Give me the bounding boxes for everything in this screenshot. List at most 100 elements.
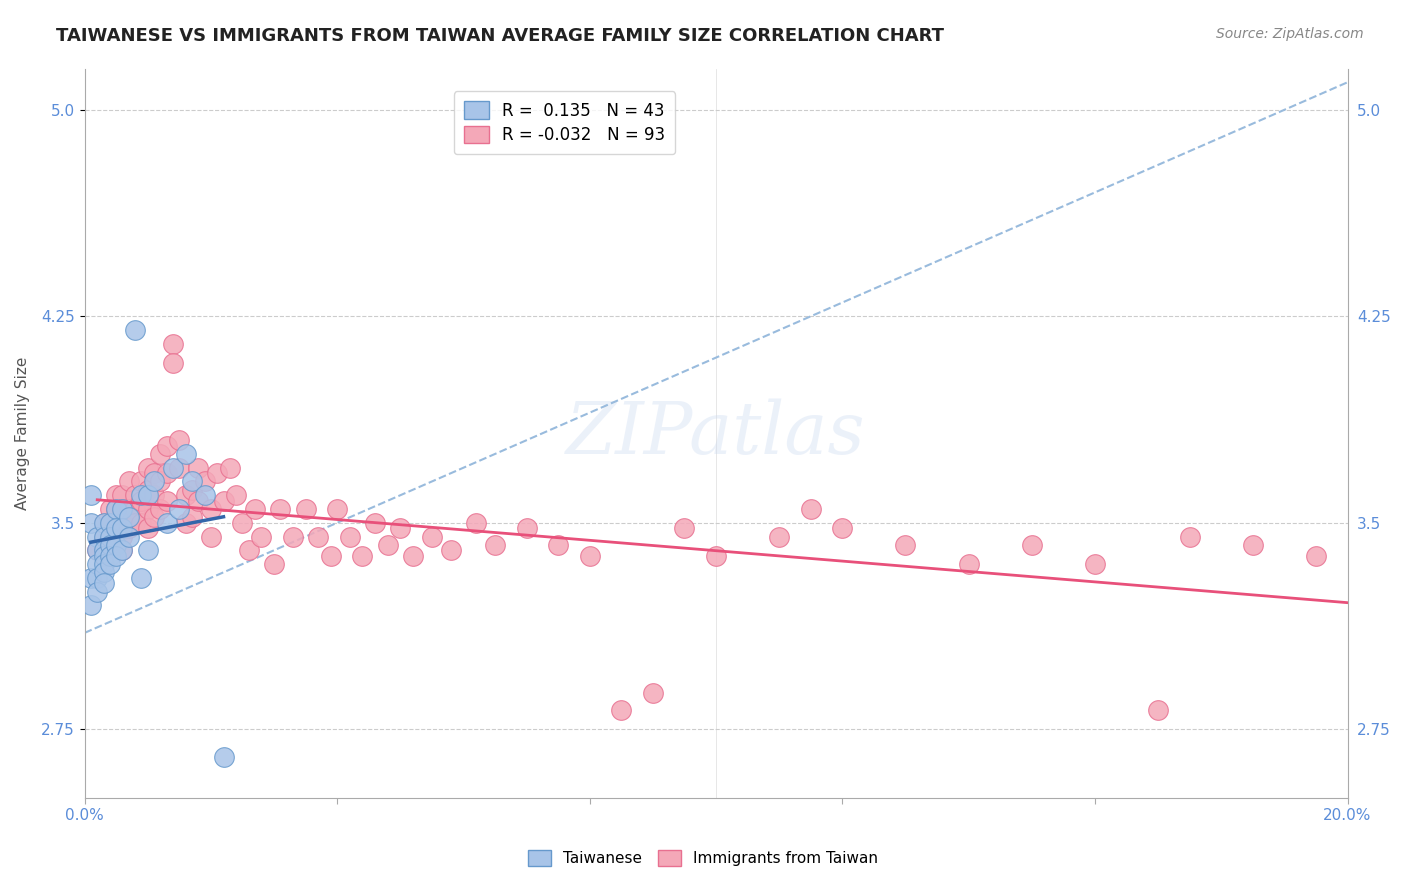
Point <box>105 521 128 535</box>
Point <box>894 538 917 552</box>
Point <box>86 557 108 571</box>
Point <box>377 538 399 552</box>
Text: TAIWANESE VS IMMIGRANTS FROM TAIWAN AVERAGE FAMILY SIZE CORRELATION CHART: TAIWANESE VS IMMIGRANTS FROM TAIWAN AVER… <box>56 27 945 45</box>
Point <box>1178 529 1201 543</box>
Legend: Taiwanese, Immigrants from Taiwan: Taiwanese, Immigrants from Taiwan <box>519 841 887 875</box>
Point <box>80 599 103 613</box>
Point <box>86 584 108 599</box>
Point <box>86 571 108 585</box>
Point <box>124 516 146 530</box>
Point <box>143 467 166 481</box>
Point <box>162 336 184 351</box>
Point <box>131 516 153 530</box>
Text: ZIPatlas: ZIPatlas <box>567 398 866 468</box>
Point <box>641 686 664 700</box>
Point <box>93 566 115 580</box>
Point <box>93 516 115 530</box>
Point <box>212 749 235 764</box>
Point <box>136 488 159 502</box>
Point <box>111 488 134 502</box>
Point <box>131 571 153 585</box>
Point <box>80 571 103 585</box>
Point <box>105 502 128 516</box>
Point <box>136 483 159 497</box>
Point <box>200 502 222 516</box>
Point <box>238 543 260 558</box>
Point <box>149 475 172 489</box>
Point <box>105 488 128 502</box>
Point <box>124 323 146 337</box>
Point <box>200 529 222 543</box>
Text: Source: ZipAtlas.com: Source: ZipAtlas.com <box>1216 27 1364 41</box>
Point <box>957 557 980 571</box>
Point <box>212 493 235 508</box>
Point <box>420 529 443 543</box>
Point <box>98 529 121 543</box>
Point <box>98 516 121 530</box>
Point <box>205 467 228 481</box>
Point <box>105 516 128 530</box>
Point <box>193 475 215 489</box>
Point <box>80 516 103 530</box>
Point <box>105 529 128 543</box>
Point <box>124 502 146 516</box>
Point <box>307 529 329 543</box>
Point <box>187 460 209 475</box>
Point <box>243 502 266 516</box>
Point <box>93 516 115 530</box>
Point <box>143 488 166 502</box>
Point <box>118 529 141 543</box>
Point <box>93 529 115 543</box>
Point <box>118 502 141 516</box>
Point <box>98 549 121 563</box>
Point <box>768 529 790 543</box>
Point <box>162 356 184 370</box>
Point <box>136 502 159 516</box>
Point <box>131 475 153 489</box>
Point <box>118 475 141 489</box>
Point <box>86 543 108 558</box>
Point <box>169 460 191 475</box>
Point <box>143 475 166 489</box>
Point <box>98 557 121 571</box>
Point <box>93 543 115 558</box>
Point <box>93 557 115 571</box>
Point <box>136 521 159 535</box>
Point <box>136 460 159 475</box>
Point <box>98 502 121 516</box>
Point <box>111 543 134 558</box>
Point <box>704 549 727 563</box>
Point <box>143 510 166 524</box>
Point <box>1305 549 1327 563</box>
Point <box>111 543 134 558</box>
Point <box>326 502 349 516</box>
Point <box>174 516 197 530</box>
Point <box>105 549 128 563</box>
Point <box>174 447 197 461</box>
Point <box>131 488 153 502</box>
Point <box>111 502 134 516</box>
Point <box>187 493 209 508</box>
Point <box>225 488 247 502</box>
Point <box>86 529 108 543</box>
Point <box>831 521 853 535</box>
Point <box>294 502 316 516</box>
Point <box>111 529 134 543</box>
Point <box>98 529 121 543</box>
Point <box>169 433 191 447</box>
Point <box>162 460 184 475</box>
Point <box>98 538 121 552</box>
Point <box>111 502 134 516</box>
Point <box>93 529 115 543</box>
Point <box>1147 703 1170 717</box>
Point <box>98 516 121 530</box>
Point <box>149 447 172 461</box>
Point <box>111 521 134 535</box>
Point <box>181 510 204 524</box>
Point <box>250 529 273 543</box>
Point <box>389 521 412 535</box>
Point <box>105 502 128 516</box>
Point <box>181 483 204 497</box>
Point <box>105 538 128 552</box>
Point <box>547 538 569 552</box>
